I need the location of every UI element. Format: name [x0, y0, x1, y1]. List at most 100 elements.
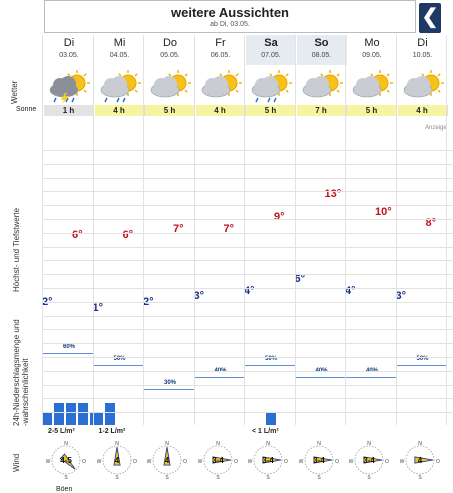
- day-name: Mi: [113, 37, 126, 49]
- grid-column-line: [295, 35, 296, 425]
- cloud-shape: [413, 76, 430, 92]
- wind-speed: 4-5: [60, 456, 72, 465]
- probability-label: 50%: [416, 356, 429, 362]
- sunshine-hours: 7 h: [296, 105, 347, 116]
- header-subtitle: ab Di, 03.05.: [210, 21, 250, 28]
- probability-line: [294, 377, 345, 378]
- grid-line: [42, 398, 453, 399]
- grid-line: [42, 288, 453, 289]
- day-column-5[interactable]: So 08.05.: [296, 35, 347, 65]
- sun-ray: [285, 89, 289, 93]
- rain-drop: [273, 97, 277, 103]
- grid-column-line: [244, 35, 245, 425]
- grid-line: [42, 274, 453, 275]
- grid-line: [42, 178, 453, 179]
- partly-cloudy-icon: [196, 68, 246, 104]
- min-temperature: 4°: [244, 284, 255, 297]
- grid-line: [42, 371, 453, 372]
- compass-letter: W: [198, 459, 203, 465]
- wind-axis-label: Wind: [12, 453, 21, 472]
- sunshine-hours: 4 h: [195, 105, 246, 116]
- chevron-left-icon[interactable]: ❮: [419, 3, 441, 33]
- wind-compass: 4 N S W O: [399, 440, 439, 481]
- day-name: So: [314, 37, 329, 49]
- rain-drop: [53, 97, 57, 103]
- day-column-1[interactable]: Mi 04.05.: [95, 35, 145, 65]
- day-date: 04.05.: [109, 52, 130, 59]
- compass-letter: N: [367, 441, 371, 447]
- grid-column-line: [42, 35, 43, 425]
- sun-row-label: Sonne: [16, 106, 37, 113]
- cloud-shape: [211, 76, 228, 92]
- grid-line: [42, 233, 453, 234]
- compass-letter: O: [385, 459, 389, 465]
- wind-arrow: [112, 446, 121, 466]
- precipitation-bar: [104, 403, 115, 425]
- ad-label: Anzeige: [425, 125, 447, 131]
- sun-ray: [184, 89, 188, 93]
- wind-arrow: [211, 456, 231, 464]
- day-name: Sa: [264, 37, 278, 49]
- wind-arrow: [363, 456, 383, 464]
- compass-ring: [304, 445, 333, 475]
- probability-label: 50%: [264, 356, 277, 362]
- compass-letter: N: [317, 441, 321, 447]
- sun-ray: [83, 89, 87, 93]
- wind-arrow: [163, 446, 171, 466]
- compass-letter: O: [183, 459, 187, 465]
- sun-ray: [184, 73, 188, 77]
- probability-line: [395, 365, 446, 366]
- sun-ray: [319, 73, 323, 77]
- grid-column-line: [143, 35, 144, 425]
- grid-column-line: [194, 35, 195, 425]
- compass-letter: N: [216, 441, 220, 447]
- precipitation-amount: 2-5 L/m²: [48, 428, 75, 435]
- grid-column-line: [345, 35, 346, 425]
- probability-line: [42, 353, 93, 354]
- day-column-3[interactable]: Fr 06.05.: [196, 35, 246, 65]
- partly-cloudy-icon: [145, 68, 195, 104]
- compass-letter: S: [64, 475, 68, 480]
- day-date: 07.05.: [261, 52, 281, 59]
- sun-ray: [83, 73, 87, 77]
- sun-ray: [134, 89, 138, 93]
- day-column-7[interactable]: Di 10.05.: [398, 35, 448, 65]
- rain-drop: [255, 97, 259, 103]
- sunshine-hours: 5 h: [246, 105, 296, 116]
- sun-ray: [235, 89, 239, 93]
- day-column-0[interactable]: Di 03.05.: [44, 35, 94, 65]
- compass-letter: S: [165, 475, 169, 480]
- grid-line: [42, 150, 453, 151]
- grid-column-line: [396, 35, 397, 425]
- sunshine-hours: 1 h: [44, 105, 94, 116]
- compass-letter: W: [46, 459, 51, 465]
- precipitation-bar: [92, 413, 103, 425]
- grid-line: [42, 316, 453, 317]
- compass-letter: S: [216, 475, 220, 480]
- compass-letter: W: [248, 459, 253, 465]
- sun-ray: [67, 73, 71, 77]
- compass-ring: [354, 445, 384, 475]
- day-date: 09.05.: [362, 52, 382, 59]
- compass-letter: O: [82, 459, 86, 465]
- grid-line: [42, 343, 453, 344]
- cloud-shape: [110, 76, 127, 92]
- sun-ray: [235, 73, 239, 77]
- compass-letter: N: [165, 441, 169, 447]
- thunder-rain-icon: [44, 68, 94, 104]
- probability-label: 60%: [62, 344, 75, 350]
- day-column-2[interactable]: Do 05.05.: [145, 35, 195, 65]
- compass-ring: [51, 445, 81, 475]
- sun-ray: [134, 73, 138, 77]
- day-name: Do: [162, 37, 178, 49]
- precipitation-amount: 1-2 L/m²: [98, 428, 126, 435]
- partly-cloudy-icon: [398, 68, 448, 104]
- wind-speed: 4: [417, 456, 422, 465]
- probability-line: [143, 389, 194, 390]
- wind-speed: 3-4: [313, 456, 325, 465]
- grid-column-line: [446, 35, 447, 425]
- day-column-4[interactable]: Sa 07.05.: [246, 35, 296, 65]
- probability-line: [244, 365, 295, 366]
- sun-ray: [437, 73, 441, 77]
- day-column-6[interactable]: Mo 09.05.: [347, 35, 397, 65]
